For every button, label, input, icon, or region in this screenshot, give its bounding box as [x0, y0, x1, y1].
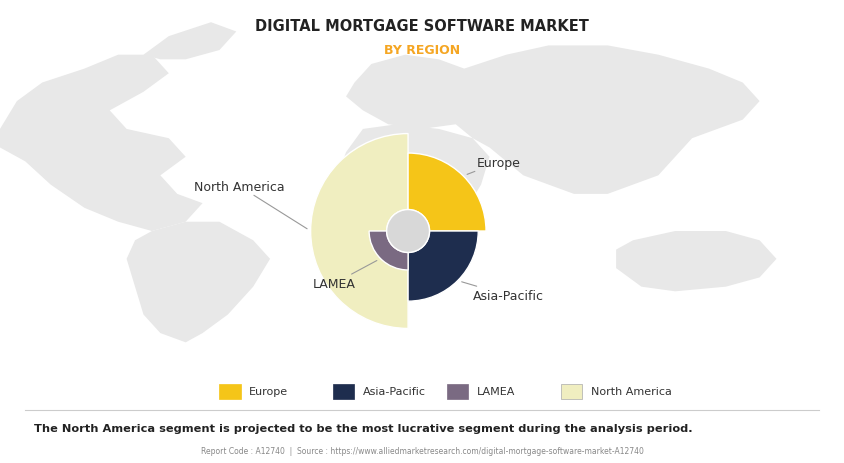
Text: BY REGION: BY REGION [384, 44, 460, 57]
Polygon shape [616, 232, 776, 292]
Text: LAMEA: LAMEA [477, 386, 515, 396]
Text: DIGITAL MORTGAGE SOFTWARE MARKET: DIGITAL MORTGAGE SOFTWARE MARKET [255, 19, 589, 33]
Text: Europe: Europe [467, 156, 521, 175]
Text: Asia-Pacific: Asia-Pacific [462, 282, 544, 302]
Polygon shape [338, 125, 490, 259]
Text: Report Code : A12740  |  Source : https://www.alliedmarketresearch.com/digital-m: Report Code : A12740 | Source : https://… [201, 445, 643, 455]
Wedge shape [408, 232, 479, 301]
Polygon shape [0, 56, 203, 232]
Circle shape [387, 210, 430, 253]
Wedge shape [408, 154, 486, 232]
Polygon shape [127, 222, 270, 343]
Polygon shape [439, 46, 760, 194]
Text: Asia-Pacific: Asia-Pacific [363, 386, 426, 396]
Text: North America: North America [194, 180, 307, 229]
Text: LAMEA: LAMEA [313, 261, 377, 290]
Text: Europe: Europe [249, 386, 288, 396]
Wedge shape [311, 134, 408, 329]
Text: North America: North America [591, 386, 672, 396]
Text: The North America segment is projected to be the most lucrative segment during t: The North America segment is projected t… [34, 423, 692, 433]
Polygon shape [143, 23, 236, 60]
Polygon shape [346, 56, 481, 130]
Wedge shape [369, 232, 408, 270]
